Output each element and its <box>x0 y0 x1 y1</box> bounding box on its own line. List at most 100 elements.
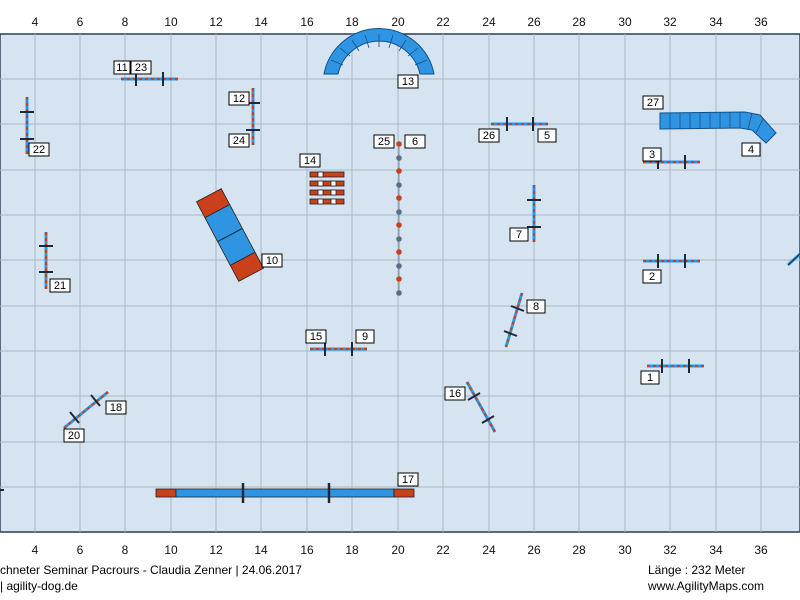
course-length: Länge : 232 Meter <box>648 563 746 577</box>
number-label-4: 4 <box>741 142 761 157</box>
jump-8 <box>503 292 525 348</box>
x-tick-bottom: 8 <box>122 543 129 557</box>
tunnel-27 <box>659 111 777 144</box>
x-tick-bottom: 30 <box>618 543 632 557</box>
x-tick-bottom: 16 <box>300 543 314 557</box>
svg-text:8: 8 <box>533 301 539 313</box>
x-tick-top: 20 <box>391 15 405 29</box>
aframe-10 <box>195 188 265 282</box>
number-label-9: 9 <box>355 329 375 344</box>
number-label-8: 8 <box>526 299 546 314</box>
number-label-26: 26 <box>478 128 500 143</box>
x-tick-top: 32 <box>663 15 677 29</box>
x-tick-top: 10 <box>164 15 178 29</box>
number-label-1: 1 <box>640 370 660 385</box>
jump-partial-right <box>786 252 800 267</box>
x-tick-top: 14 <box>254 15 268 29</box>
number-label-18: 18 <box>105 400 127 415</box>
svg-text:23: 23 <box>135 62 147 74</box>
x-tick-bottom: 20 <box>391 543 405 557</box>
x-tick-bottom: 36 <box>754 543 768 557</box>
course-field <box>0 33 800 533</box>
x-tick-bottom: 4 <box>32 543 39 557</box>
jump-7 <box>527 185 541 242</box>
number-label-25: 25 <box>373 134 395 149</box>
number-label-10: 10 <box>261 253 283 268</box>
x-tick-bottom: 34 <box>709 543 723 557</box>
x-tick-bottom: 26 <box>527 543 541 557</box>
x-tick-top: 36 <box>754 15 768 29</box>
svg-text:12: 12 <box>233 93 245 105</box>
jump-21 <box>39 232 53 289</box>
number-label-22: 22 <box>28 142 50 157</box>
svg-text:13: 13 <box>402 76 414 88</box>
website-caption: | agility-dog.de <box>0 579 78 593</box>
number-label-20: 20 <box>63 428 85 443</box>
svg-text:7: 7 <box>516 229 522 241</box>
svg-text:6: 6 <box>412 136 418 148</box>
x-tick-bottom: 18 <box>345 543 359 557</box>
x-tick-bottom: 24 <box>482 543 496 557</box>
x-tick-bottom: 28 <box>572 543 586 557</box>
jump-15-9 <box>310 342 367 356</box>
jump-26-5 <box>491 117 548 131</box>
seminar-caption: chneter Seminar Pacrours - Claudia Zenne… <box>0 563 302 577</box>
number-label-3: 3 <box>642 147 662 162</box>
agilitymaps-url: www.AgilityMaps.com <box>648 579 765 593</box>
weave-poles <box>396 141 402 296</box>
x-tick-bottom: 12 <box>209 543 223 557</box>
jump-18-20 <box>63 390 109 430</box>
x-tick-top: 28 <box>572 15 586 29</box>
number-label-14: 14 <box>299 153 321 168</box>
number-label-16: 16 <box>444 386 466 401</box>
svg-text:3: 3 <box>649 149 655 161</box>
x-tick-bottom: 22 <box>436 543 450 557</box>
svg-text:10: 10 <box>266 255 278 267</box>
svg-text:20: 20 <box>68 430 80 442</box>
number-label-27: 27 <box>642 95 664 110</box>
jump-2 <box>643 254 700 268</box>
number-label-6: 6 <box>404 134 426 149</box>
svg-text:17: 17 <box>402 474 414 486</box>
x-tick-bottom: 10 <box>164 543 178 557</box>
x-tick-bottom: 6 <box>77 543 84 557</box>
svg-text:24: 24 <box>233 135 245 147</box>
x-tick-top: 22 <box>436 15 450 29</box>
svg-text:9: 9 <box>362 331 368 343</box>
tunnel-13-ribs <box>330 34 428 66</box>
number-label-12: 12 <box>228 91 250 106</box>
jump-16 <box>465 381 497 433</box>
number-label-5: 5 <box>537 128 557 143</box>
x-tick-top: 6 <box>77 15 84 29</box>
number-label-7: 7 <box>509 227 529 242</box>
x-tick-bottom: 32 <box>663 543 677 557</box>
x-tick-top: 34 <box>709 15 723 29</box>
x-tick-top: 24 <box>482 15 496 29</box>
svg-text:27: 27 <box>647 97 659 109</box>
wall-14 <box>309 171 345 205</box>
jump-1 <box>647 359 704 373</box>
number-label-13: 13 <box>397 74 419 89</box>
svg-text:26: 26 <box>483 130 495 142</box>
number-label-21: 21 <box>49 278 71 293</box>
number-label-11: 11 <box>113 60 131 75</box>
svg-text:21: 21 <box>54 280 66 292</box>
number-label-24: 24 <box>228 133 250 148</box>
svg-text:4: 4 <box>748 144 754 156</box>
svg-text:15: 15 <box>310 331 322 343</box>
x-tick-bottom: 14 <box>254 543 268 557</box>
x-tick-top: 16 <box>300 15 314 29</box>
x-tick-top: 12 <box>209 15 223 29</box>
x-tick-top: 4 <box>32 15 39 29</box>
x-tick-top: 18 <box>345 15 359 29</box>
svg-text:1: 1 <box>647 372 653 384</box>
number-label-2: 2 <box>642 269 662 284</box>
x-tick-top: 8 <box>122 15 129 29</box>
svg-text:2: 2 <box>649 271 655 283</box>
tunnel-13 <box>323 28 435 75</box>
number-label-23: 23 <box>130 60 152 75</box>
svg-text:5: 5 <box>544 130 550 142</box>
tunnel-27-ribs <box>669 112 764 134</box>
svg-text:14: 14 <box>304 155 316 167</box>
